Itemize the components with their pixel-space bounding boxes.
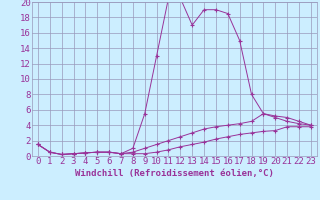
X-axis label: Windchill (Refroidissement éolien,°C): Windchill (Refroidissement éolien,°C) [75, 169, 274, 178]
